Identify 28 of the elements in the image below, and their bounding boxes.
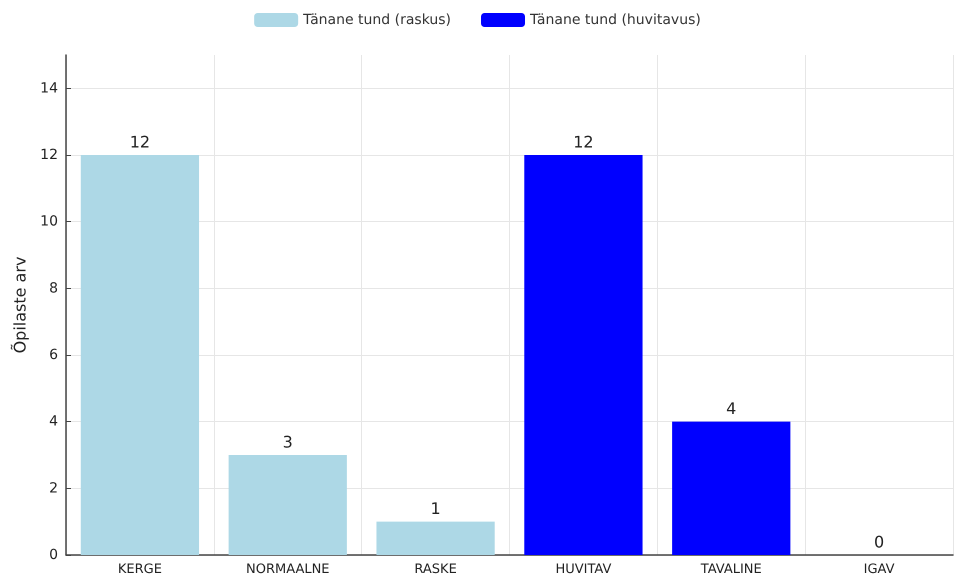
- y-tick-label: 0: [49, 547, 58, 563]
- y-tick-label: 4: [49, 414, 58, 430]
- y-tick-label: 8: [49, 280, 58, 296]
- y-tick-label: 10: [40, 214, 58, 230]
- data-label: 3: [282, 432, 293, 452]
- y-tick-label: 2: [49, 480, 58, 496]
- data-label: 0: [874, 532, 884, 552]
- x-tick-label: HUVITAV: [555, 562, 612, 576]
- bar: [228, 455, 347, 555]
- data-label: 12: [573, 132, 594, 152]
- data-label: 1: [430, 499, 441, 518]
- x-tick-label: IGAV: [864, 562, 895, 576]
- y-tick-label: 14: [40, 80, 58, 96]
- y-axis-title: Õpilaste arv: [10, 256, 30, 354]
- x-tick-label: RASKE: [414, 562, 457, 576]
- y-tick-label: 6: [49, 347, 58, 363]
- legend-label: Tänane tund (huvitavus): [529, 12, 701, 28]
- bar: [672, 422, 790, 555]
- x-tick-label: NORMAALNE: [246, 562, 330, 576]
- x-tick-label: KERGE: [118, 562, 162, 576]
- legend-label: Tänane tund (raskus): [302, 12, 452, 28]
- data-label: 4: [726, 399, 736, 418]
- bar: [80, 155, 200, 555]
- y-tick-label: 12: [40, 147, 58, 163]
- data-label: 12: [130, 132, 150, 152]
- x-tick-label: TAVALINE: [700, 562, 762, 576]
- bar: [524, 155, 643, 555]
- bar: [376, 522, 495, 555]
